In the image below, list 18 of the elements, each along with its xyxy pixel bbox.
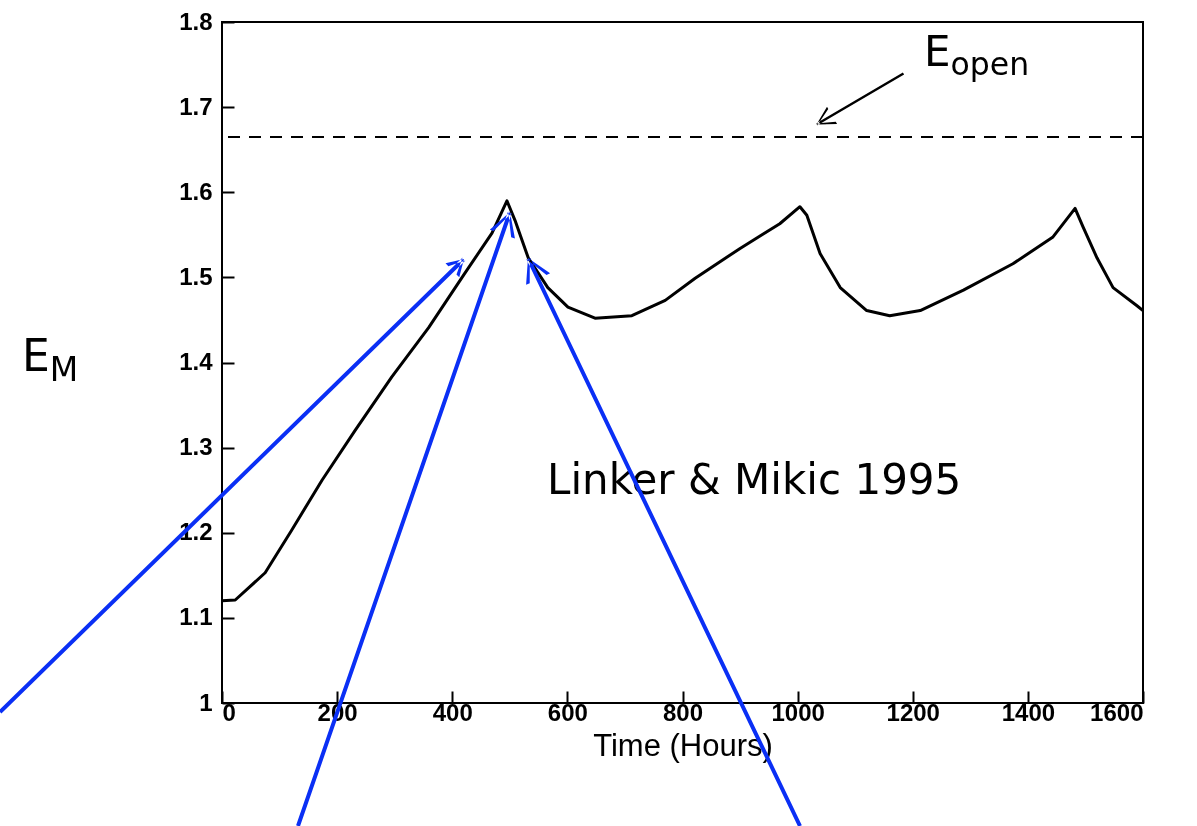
x-tick-label: 1400: [1001, 698, 1056, 726]
x-tick-label: 800: [662, 698, 704, 726]
y-tick-label: 1.1: [179, 603, 213, 631]
y-axis-title: E$_{M}$: [22, 330, 79, 389]
x-tick-label: 1600: [1090, 698, 1144, 726]
y-tick-label: 1.6: [179, 177, 213, 205]
x-tick-label: 400: [432, 698, 473, 726]
x-tick-label: 1200: [886, 698, 940, 726]
y-tick-label: 1.4: [179, 348, 214, 375]
ref-line-label: E$_{open}$: [924, 26, 1030, 83]
x-tick-label: 0: [222, 698, 236, 726]
y-tick-label: 1.5: [179, 262, 213, 290]
x-tick-label: 1000: [771, 698, 825, 726]
y-tick-label: 1.3: [179, 433, 213, 461]
y-tick-label: 1.7: [179, 92, 213, 120]
x-tick-label: 600: [547, 698, 588, 726]
y-tick-label: 1: [199, 688, 213, 716]
y-tick-label: 1.8: [179, 7, 213, 35]
